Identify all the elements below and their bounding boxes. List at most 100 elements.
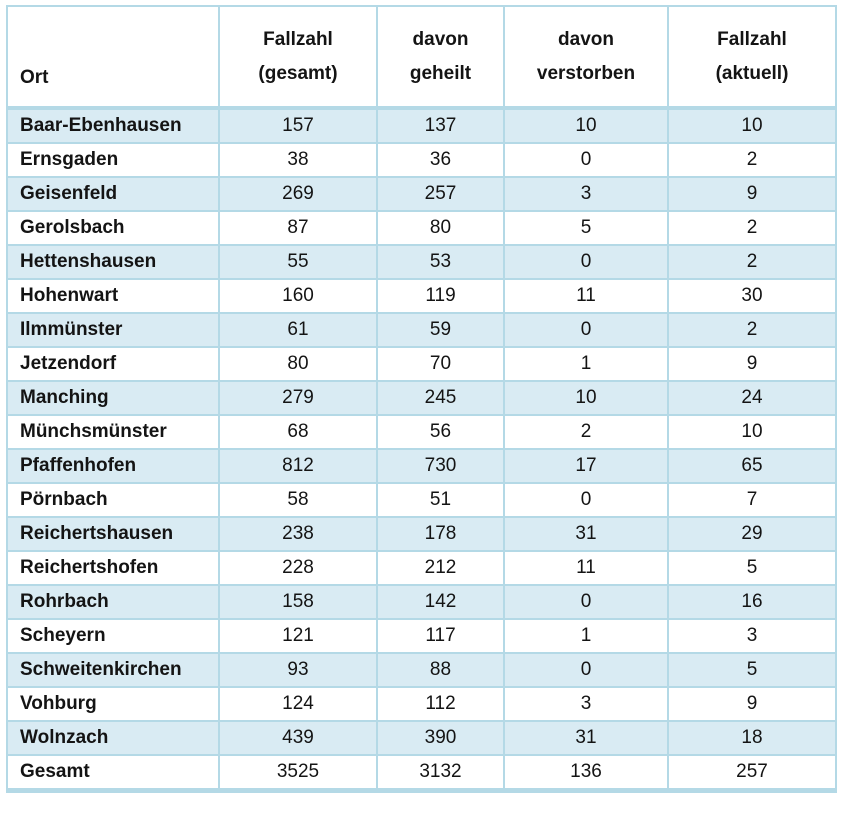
row-davon-verstorben-cell: 0: [503, 312, 669, 348]
row-fallzahl-gesamt-cell: 55: [218, 244, 378, 280]
col-header-ort: Ort: [6, 5, 220, 110]
table-row: Wolnzach 439 390 31 18: [6, 720, 837, 756]
row-fallzahl-aktuell-cell: 2: [667, 312, 837, 348]
row-fallzahl-aktuell-cell: 10: [667, 414, 837, 450]
row-davon-geheilt-cell: 178: [376, 516, 505, 552]
col-header-davon-verstorben-line1: davon: [558, 29, 614, 50]
table-row: Rohrbach 158 142 0 16: [6, 584, 837, 620]
row-fallzahl-aktuell-cell: 30: [667, 278, 837, 314]
row-fallzahl-aktuell-cell: 7: [667, 482, 837, 518]
row-fallzahl-gesamt-cell: 124: [218, 686, 378, 722]
row-ort-cell: Reichertshofen: [6, 550, 220, 586]
row-davon-verstorben-cell: 1: [503, 346, 669, 382]
total-davon-verstorben-cell: 136: [503, 754, 669, 792]
row-davon-verstorben-cell: 3: [503, 686, 669, 722]
row-davon-geheilt-cell: 56: [376, 414, 505, 450]
row-fallzahl-gesamt-cell: 269: [218, 176, 378, 212]
col-header-fallzahl-aktuell: Fallzahl (aktuell): [667, 5, 837, 110]
table-row: Baar-Ebenhausen 157 137 10 10: [6, 107, 837, 144]
covid-cases-table: Ort Fallzahl (gesamt) davon geheilt: [6, 5, 837, 793]
row-fallzahl-aktuell-cell: 65: [667, 448, 837, 484]
row-davon-verstorben-cell: 11: [503, 278, 669, 314]
row-davon-verstorben-cell: 31: [503, 720, 669, 756]
row-davon-geheilt-cell: 80: [376, 210, 505, 246]
page: Ort Fallzahl (gesamt) davon geheilt: [6, 5, 837, 793]
row-ort-cell: Reichertshausen: [6, 516, 220, 552]
col-header-fallzahl-aktuell-line1: Fallzahl: [717, 29, 787, 50]
row-ort-cell: Vohburg: [6, 686, 220, 722]
row-davon-verstorben-cell: 2: [503, 414, 669, 450]
table-row: Reichertshofen 228 212 11 5: [6, 550, 837, 586]
table-row: Hettenshausen 55 53 0 2: [6, 244, 837, 280]
row-ort-cell: Scheyern: [6, 618, 220, 654]
row-davon-geheilt-cell: 53: [376, 244, 505, 280]
row-ort-cell: Schweitenkirchen: [6, 652, 220, 688]
total-fallzahl-aktuell-cell: 257: [667, 754, 837, 792]
row-davon-geheilt-cell: 142: [376, 584, 505, 620]
row-davon-verstorben-cell: 31: [503, 516, 669, 552]
table-row: Ernsgaden 38 36 0 2: [6, 142, 837, 178]
total-row: Gesamt 3525 3132 136 257: [6, 754, 837, 792]
col-header-davon-verstorben: davon verstorben: [503, 5, 669, 110]
row-fallzahl-gesamt-cell: 87: [218, 210, 378, 246]
row-ort-cell: Pörnbach: [6, 482, 220, 518]
row-ort-cell: Hettenshausen: [6, 244, 220, 280]
row-fallzahl-gesamt-cell: 812: [218, 448, 378, 484]
table-row: Reichertshausen 238 178 31 29: [6, 516, 837, 552]
row-davon-geheilt-cell: 245: [376, 380, 505, 416]
col-header-davon-geheilt-line1: davon: [412, 29, 469, 50]
row-davon-geheilt-cell: 36: [376, 142, 505, 178]
total-ort-cell: Gesamt: [6, 754, 220, 792]
row-fallzahl-aktuell-cell: 9: [667, 176, 837, 212]
row-fallzahl-aktuell-cell: 9: [667, 686, 837, 722]
row-fallzahl-aktuell-cell: 24: [667, 380, 837, 416]
table-row: Geisenfeld 269 257 3 9: [6, 176, 837, 212]
row-fallzahl-gesamt-cell: 93: [218, 652, 378, 688]
row-fallzahl-gesamt-cell: 160: [218, 278, 378, 314]
row-fallzahl-aktuell-cell: 9: [667, 346, 837, 382]
row-fallzahl-gesamt-cell: 80: [218, 346, 378, 382]
row-ort-cell: Hohenwart: [6, 278, 220, 314]
table-row: Münchsmünster 68 56 2 10: [6, 414, 837, 450]
table-row: Vohburg 124 112 3 9: [6, 686, 837, 722]
row-davon-verstorben-cell: 0: [503, 244, 669, 280]
table-row: Schweitenkirchen 93 88 0 5: [6, 652, 837, 688]
row-davon-verstorben-cell: 5: [503, 210, 669, 246]
row-ort-cell: Gerolsbach: [6, 210, 220, 246]
row-fallzahl-aktuell-cell: 2: [667, 210, 837, 246]
total-davon-geheilt-cell: 3132: [376, 754, 505, 792]
row-davon-geheilt-cell: 119: [376, 278, 505, 314]
row-fallzahl-aktuell-cell: 29: [667, 516, 837, 552]
table-row: Hohenwart 160 119 11 30: [6, 278, 837, 314]
row-fallzahl-gesamt-cell: 68: [218, 414, 378, 450]
table-row: Scheyern 121 117 1 3: [6, 618, 837, 654]
row-davon-verstorben-cell: 11: [503, 550, 669, 586]
table-row: Pörnbach 58 51 0 7: [6, 482, 837, 518]
row-fallzahl-aktuell-cell: 5: [667, 652, 837, 688]
row-fallzahl-gesamt-cell: 158: [218, 584, 378, 620]
col-header-ort-label: Ort: [20, 67, 49, 88]
row-davon-verstorben-cell: 0: [503, 652, 669, 688]
row-ort-cell: Wolnzach: [6, 720, 220, 756]
row-fallzahl-gesamt-cell: 61: [218, 312, 378, 348]
row-fallzahl-aktuell-cell: 16: [667, 584, 837, 620]
row-davon-geheilt-cell: 59: [376, 312, 505, 348]
row-ort-cell: Münchsmünster: [6, 414, 220, 450]
row-davon-geheilt-cell: 137: [376, 107, 505, 144]
row-fallzahl-gesamt-cell: 228: [218, 550, 378, 586]
row-davon-verstorben-cell: 0: [503, 142, 669, 178]
col-header-fallzahl-aktuell-line2: (aktuell): [715, 63, 789, 84]
row-ort-cell: Manching: [6, 380, 220, 416]
row-fallzahl-aktuell-cell: 3: [667, 618, 837, 654]
table-row: Jetzendorf 80 70 1 9: [6, 346, 837, 382]
row-davon-verstorben-cell: 17: [503, 448, 669, 484]
table-row: Pfaffenhofen 812 730 17 65: [6, 448, 837, 484]
row-davon-geheilt-cell: 257: [376, 176, 505, 212]
row-ort-cell: Pfaffenhofen: [6, 448, 220, 484]
row-davon-geheilt-cell: 212: [376, 550, 505, 586]
row-davon-geheilt-cell: 51: [376, 482, 505, 518]
total-fallzahl-gesamt-cell: 3525: [218, 754, 378, 792]
col-header-davon-geheilt: davon geheilt: [376, 5, 505, 110]
row-ort-cell: Ernsgaden: [6, 142, 220, 178]
row-fallzahl-gesamt-cell: 121: [218, 618, 378, 654]
